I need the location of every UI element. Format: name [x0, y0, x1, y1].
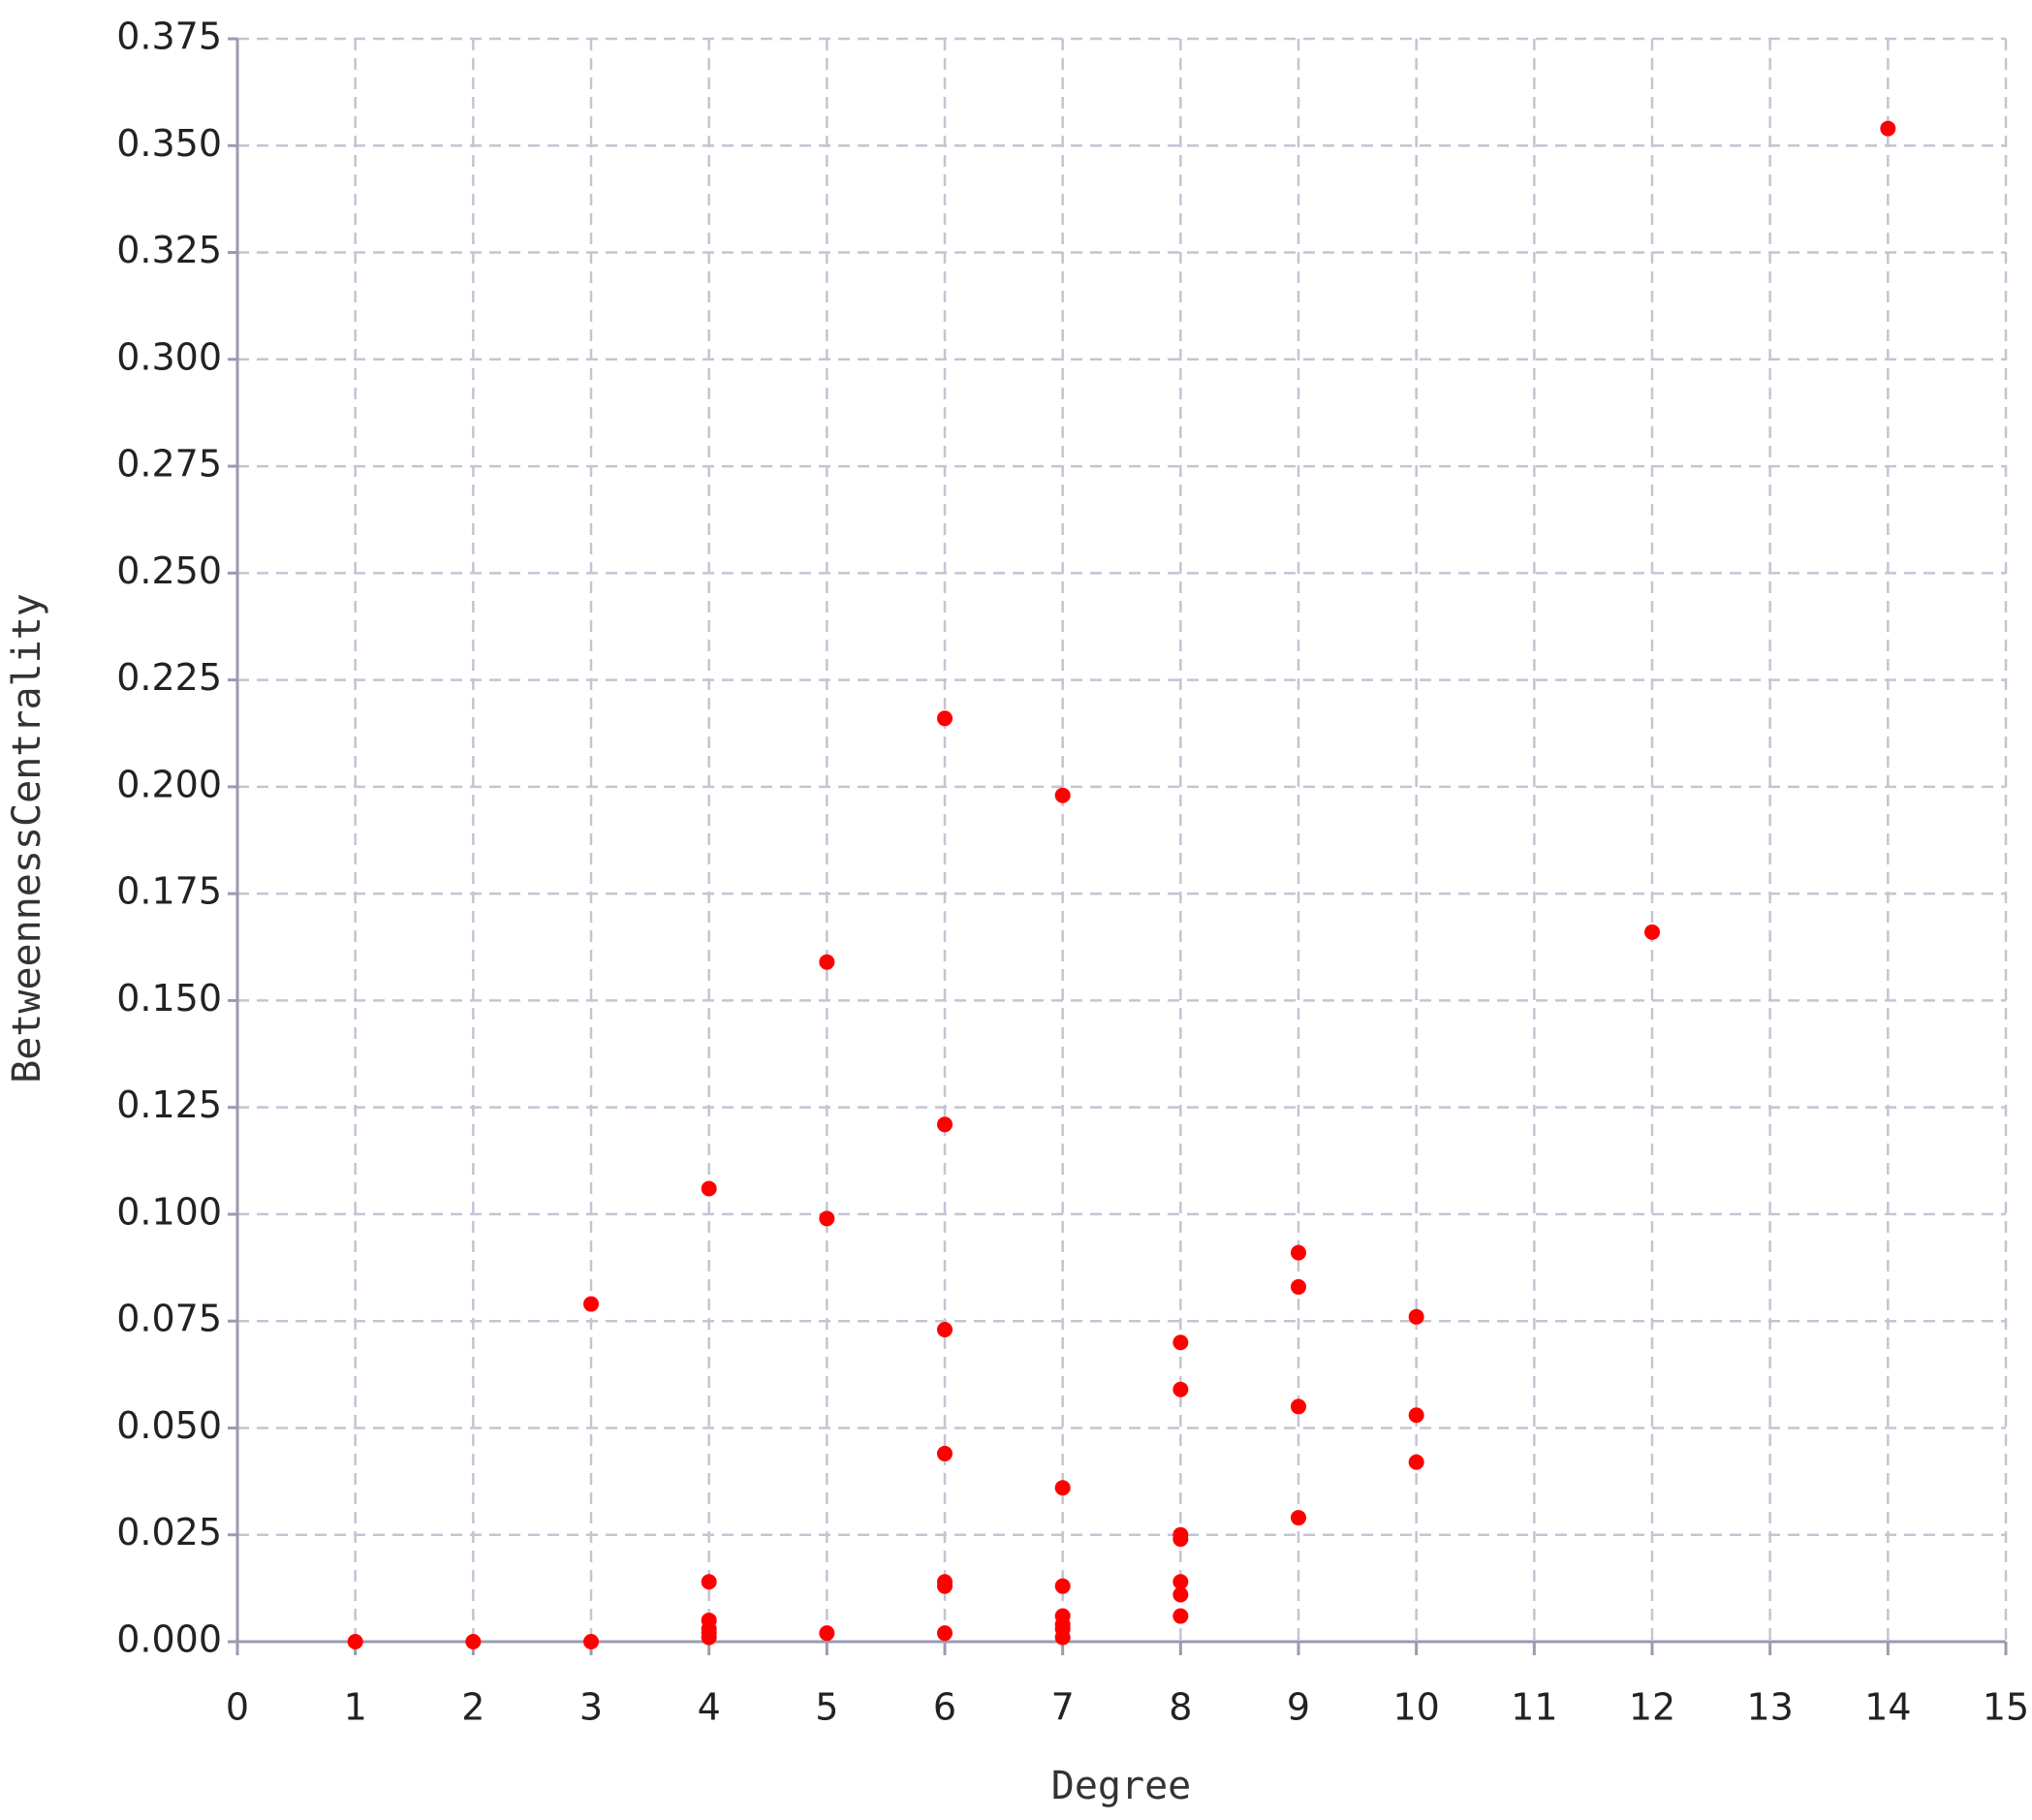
point — [1054, 1480, 1071, 1496]
point — [1172, 1574, 1189, 1590]
point — [701, 1574, 717, 1590]
point — [937, 1322, 953, 1338]
x-tick-label: 13 — [1746, 1686, 1793, 1729]
x-tick-label: 4 — [698, 1686, 721, 1729]
point — [1054, 787, 1071, 803]
x-tick-label: 10 — [1392, 1686, 1439, 1729]
y-tick-label: 0.025 — [116, 1511, 222, 1553]
x-tick-label: 12 — [1629, 1686, 1675, 1729]
y-tick-label: 0.325 — [116, 229, 222, 271]
point — [1644, 924, 1660, 940]
point — [1172, 1531, 1189, 1548]
x-tick-label: 5 — [815, 1686, 838, 1729]
x-tick-label: 0 — [226, 1686, 249, 1729]
point — [465, 1634, 482, 1649]
y-tick-label: 0.375 — [116, 16, 222, 58]
x-tick-label: 6 — [933, 1686, 956, 1729]
x-tick-label: 11 — [1511, 1686, 1557, 1729]
point — [1054, 1578, 1071, 1594]
y-tick-label: 0.225 — [116, 656, 222, 699]
point — [701, 1180, 717, 1197]
y-tick-label: 0.100 — [116, 1190, 222, 1233]
point — [1172, 1608, 1189, 1624]
point — [1408, 1454, 1424, 1470]
y-tick-label: 0.050 — [116, 1404, 222, 1447]
x-tick-label: 15 — [1983, 1686, 2029, 1729]
x-tick-label: 7 — [1051, 1686, 1075, 1729]
y-tick-label: 0.000 — [116, 1618, 222, 1661]
y-tick-label: 0.200 — [116, 763, 222, 805]
y-tick-label: 0.275 — [116, 443, 222, 486]
point — [347, 1634, 363, 1649]
point — [1172, 1334, 1189, 1351]
point — [819, 954, 835, 970]
y-tick-label: 0.075 — [116, 1298, 222, 1340]
y-axis-title: BetweennessCentrality — [5, 593, 49, 1083]
x-tick-label: 2 — [461, 1686, 485, 1729]
point — [1408, 1407, 1424, 1424]
y-tick-label: 0.150 — [116, 977, 222, 1020]
point — [1291, 1244, 1306, 1261]
point — [1880, 120, 1896, 137]
point — [1408, 1308, 1424, 1325]
point — [819, 1625, 835, 1642]
x-axis-title: Degree — [1051, 1764, 1192, 1808]
y-tick-label: 0.300 — [116, 335, 222, 378]
point — [819, 1210, 835, 1227]
x-tick-label: 14 — [1864, 1686, 1911, 1729]
point — [937, 1625, 953, 1642]
point — [1054, 1629, 1071, 1646]
point — [583, 1634, 599, 1649]
point — [937, 1116, 953, 1133]
point — [1291, 1510, 1306, 1526]
point — [583, 1296, 599, 1312]
x-tick-label: 3 — [579, 1686, 603, 1729]
x-tick-label: 8 — [1169, 1686, 1192, 1729]
y-tick-label: 0.250 — [116, 549, 222, 592]
point — [701, 1629, 717, 1646]
point — [1291, 1278, 1306, 1295]
x-tick-label: 1 — [344, 1686, 367, 1729]
point — [937, 1445, 953, 1461]
y-tick-label: 0.350 — [116, 122, 222, 165]
point — [937, 710, 953, 727]
point — [937, 1578, 953, 1594]
point — [1291, 1398, 1306, 1415]
y-tick-label: 0.125 — [116, 1083, 222, 1126]
point — [1172, 1381, 1189, 1397]
y-tick-label: 0.175 — [116, 870, 222, 913]
x-tick-label: 9 — [1287, 1686, 1310, 1729]
point — [1172, 1586, 1189, 1603]
